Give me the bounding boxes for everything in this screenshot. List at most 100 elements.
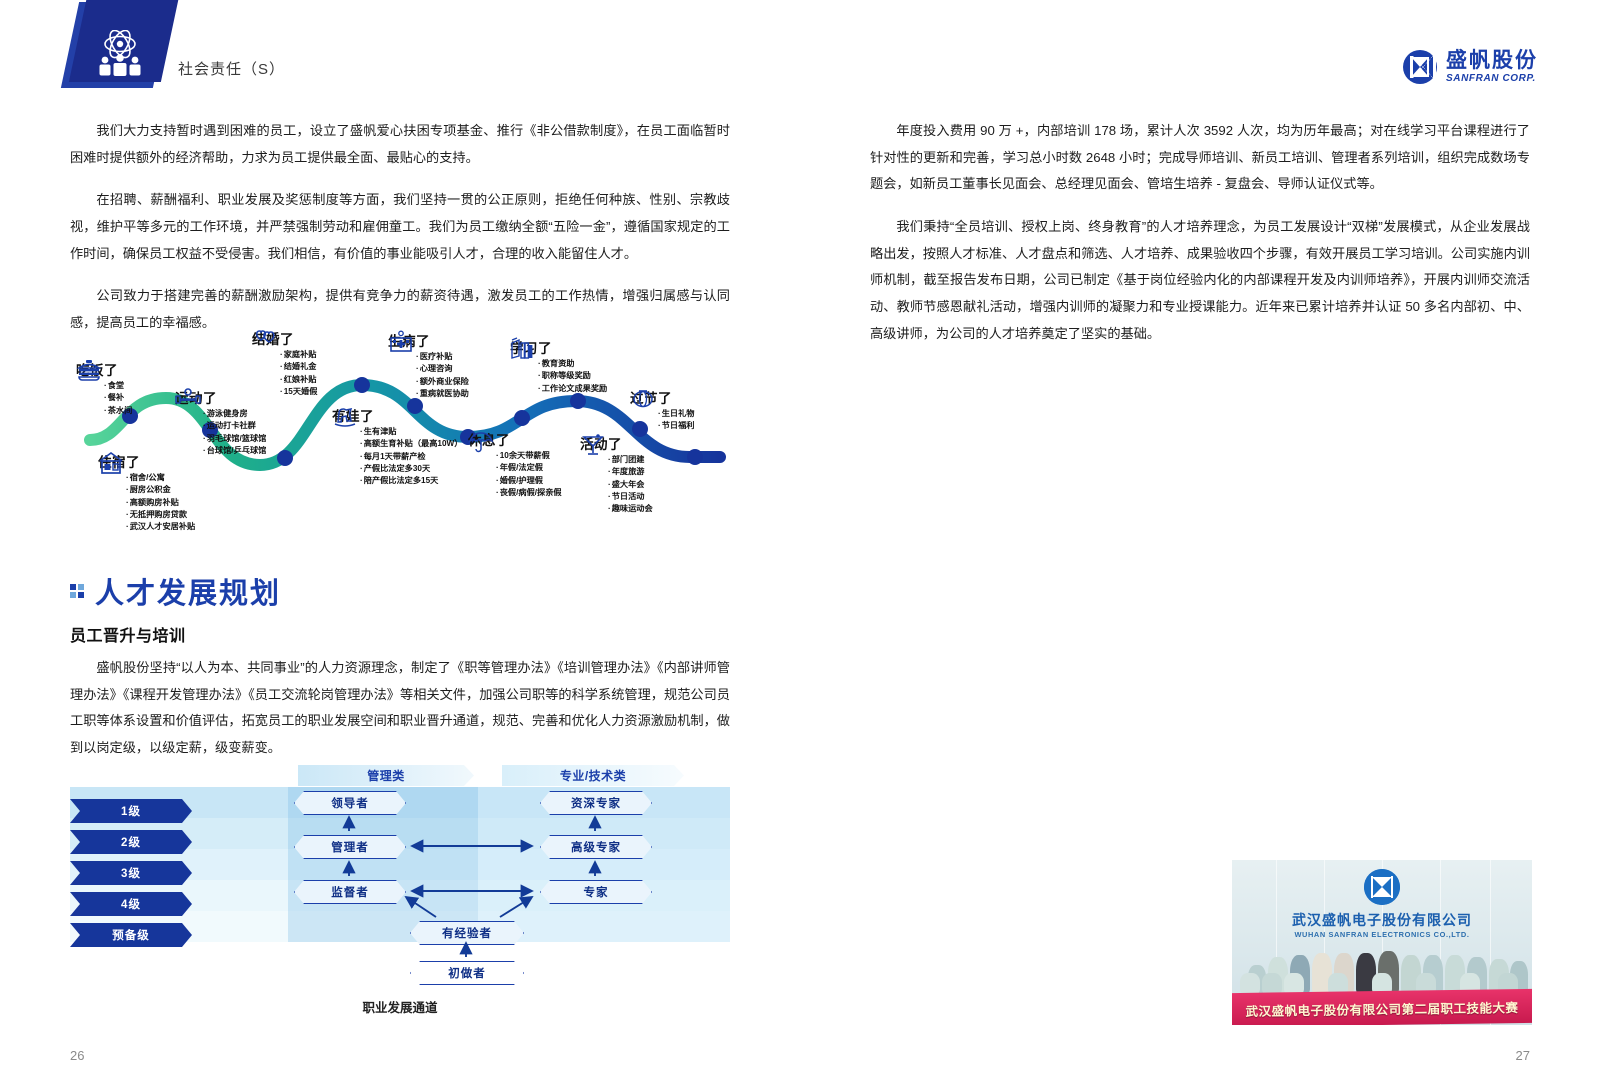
level-chip: 预备级 — [70, 923, 192, 947]
benefit-item: 额外商业保险 — [416, 376, 469, 388]
benefit-node: 结婚了 家庭补贴 结婚礼金 红娘补贴 15天婚假 — [252, 328, 317, 398]
benefit-node: 休息了 10余天带薪假 年假/法定假 婚假/护理假 丧假/病假/探亲假 — [468, 429, 562, 499]
role-leader[interactable]: 领导者 — [294, 791, 406, 815]
benefit-item: 职称等级奖励 — [538, 370, 607, 382]
benefit-node: 吃饭了 食堂 餐补 茶水间 — [76, 359, 132, 417]
role-advanced-expert[interactable]: 高级专家 — [540, 835, 652, 859]
right-page: 盛帆股份 SANFRAN CORP. 年度投入费用 90 万 +，内部培训 17… — [800, 0, 1600, 1085]
benefit-node: 学习了 教育资助 职称等级奖励 工作论文成果奖励 — [510, 337, 607, 395]
benefit-item: 15天婚假 — [280, 386, 318, 398]
column-header-technical: 专业/技术类 — [502, 765, 684, 786]
benefit-item: 生有津贴 — [360, 426, 462, 438]
photo-people — [1232, 933, 1532, 995]
benefit-node: 过节了 生日礼物 节日福利 — [630, 387, 695, 433]
paragraph: 在招聘、薪酬福利、职业发展及奖惩制度等方面，我们坚持一贯的公正原则，拒绝任何种族… — [70, 192, 730, 261]
section-title: 人才发展规划 — [95, 578, 282, 610]
benefit-item: 10余天带薪假 — [496, 450, 562, 462]
benefit-item: 高额生育补贴（最高10W） — [360, 438, 463, 450]
logo-company-cn: 盛帆股份 — [1446, 49, 1538, 72]
benefit-item: 年度旅游 — [608, 466, 653, 478]
role-senior-expert[interactable]: 资深专家 — [540, 791, 652, 815]
page-number-right: 27 — [1515, 1048, 1530, 1063]
benefit-item: 厨房公积金 — [126, 484, 195, 496]
hospital-icon — [390, 330, 412, 352]
benefit-item: 心理咨询 — [416, 363, 469, 375]
benefit-items: 教育资助 职称等级奖励 工作论文成果奖励 — [538, 358, 608, 395]
section-heading: 人才发展规划 — [70, 570, 281, 612]
sanfran-logo-mark — [1403, 50, 1437, 84]
umbrella-icon — [468, 432, 494, 453]
training-stats-text: 年度投入费用 90 万 +，内部培训 178 场，累计人次 3592 人次，均为… — [870, 118, 1530, 363]
benefit-node: 有娃了 生有津贴 高额生育补贴（最高10W） 每月1天带薪产检 产假比法定多30… — [332, 405, 462, 487]
benefit-items: 医疗补贴 心理咨询 额外商业保险 重病就医协助 — [416, 351, 469, 400]
logo-company-en: SANFRAN CORP. — [1446, 73, 1536, 84]
subsection-title: 员工晋升与培训 — [70, 628, 186, 645]
career-ladder-figure: 管理类 专业/技术类 1级 2级 3级 4级 预备级 领导者 管理者 监督者 资… — [70, 765, 730, 1015]
role-supervisor[interactable]: 监督者 — [294, 880, 406, 904]
people-network-icon — [99, 30, 141, 76]
benefit-item: 医疗补贴 — [416, 351, 469, 363]
photo-logo-mark — [1364, 869, 1400, 905]
page-number-left: 26 — [70, 1048, 85, 1063]
benefit-item: 游泳健身房 — [203, 408, 266, 420]
benefit-item: 婚假/护理假 — [496, 475, 562, 487]
benefit-title: 有娃了 — [332, 409, 374, 424]
level-chip: 4级 — [70, 892, 192, 916]
benefit-item: 年假/法定假 — [496, 462, 562, 474]
benefit-item: 节日福利 — [658, 420, 695, 432]
cocktail-icon — [582, 434, 604, 455]
benefit-item: 每月1天带薪产检 — [360, 451, 462, 463]
benefit-node: 活动了 部门团建 年度旅游 盛大年会 节日活动 趣味运动会 — [580, 433, 653, 515]
role-beginner[interactable]: 初做者 — [410, 961, 524, 985]
level-chip: 3级 — [70, 861, 192, 885]
benefit-item: 结婚礼金 — [280, 361, 317, 373]
benefit-items: 宿舍/公寓 厨房公积金 高额购房补贴 无抵押购房贷款 武汉人才安居补贴 — [126, 472, 196, 533]
benefit-node: 运动了 游泳健身房 运动打卡社群 羽毛球馆/篮球馆 台球馆/乒乓球馆 — [175, 387, 266, 457]
figure-caption: 职业发展通道 — [362, 1001, 438, 1015]
benefit-item: 食堂 — [104, 380, 132, 392]
benefit-item: 无抵押购房贷款 — [126, 509, 195, 521]
rocking-horse-icon — [334, 407, 356, 427]
burger-icon — [76, 360, 102, 381]
employee-benefits-journey: 吃饭了 食堂 餐补 茶水间 住宿了 — [70, 325, 730, 540]
role-expert[interactable]: 专家 — [540, 880, 652, 904]
header-section-label: 社会责任（S） — [178, 61, 286, 78]
benefit-item: 红娘补贴 — [280, 374, 317, 386]
benefit-item: 羽毛球馆/篮球馆 — [203, 433, 267, 445]
benefit-item: 宿舍/公寓 — [126, 472, 195, 484]
house-icon — [99, 451, 123, 474]
paragraph: 年度投入费用 90 万 +，内部培训 178 场，累计人次 3592 人次，均为… — [870, 123, 1530, 192]
column-header-management: 管理类 — [298, 765, 474, 786]
paragraph: 我们大力支持暂时遇到困难的员工，设立了盛帆爱心扶困专项基金、推行《非公借款制度》… — [70, 123, 730, 165]
benefit-items: 生日礼物 节日福利 — [658, 408, 695, 433]
benefit-item: 武汉人才安居补贴 — [126, 521, 196, 533]
group-photo: 武汉盛帆电子股份有限公司 WUHAN SANFRAN ELECTRONICS C… — [1232, 860, 1532, 1025]
photo-banner: 武汉盛帆电子股份有限公司第二届职工技能大赛 — [1232, 988, 1532, 1025]
role-manager[interactable]: 管理者 — [294, 835, 406, 859]
benefit-item: 台球馆/乒乓球馆 — [203, 445, 267, 457]
benefit-node: 住宿了 宿舍/公寓 厨房公积金 高额购房补贴 无抵押购房贷款 武汉人才安居补贴 — [98, 451, 195, 533]
paragraph: 我们秉持“全员培训、授权上岗、终身教育”的人才培养理念，为员工发展设计“双梯”发… — [870, 218, 1530, 341]
benefit-items: 10余天带薪假 年假/法定假 婚假/护理假 丧假/病假/探亲假 — [496, 450, 562, 499]
left-page: 社会责任（S） 我们大力支持暂时遇到困难的员工，设立了盛帆爱心扶困专项基金、推行… — [0, 0, 800, 1085]
photo-banner-text: 武汉盛帆电子股份有限公司第二届职工技能大赛 — [1245, 1000, 1519, 1019]
benefit-item: 重病就医协助 — [416, 388, 469, 400]
benefit-item: 茶水间 — [104, 405, 133, 417]
level-chip: 2级 — [70, 830, 192, 854]
benefit-item: 产假比法定多30天 — [360, 463, 462, 475]
benefit-title: 活动了 — [580, 437, 622, 452]
benefit-item: 部门团建 — [608, 454, 653, 466]
role-experienced[interactable]: 有经验者 — [410, 921, 524, 945]
paragraph: 盛帆股份坚持“以人为本、共同事业”的人力资源理念，制定了《职等管理办法》《培训管… — [70, 660, 730, 755]
hearts-icon — [255, 330, 275, 343]
paragraph: 公司致力于搭建完善的薪酬激励架构，提供有竞争力的薪资待遇，激发员工的工作热情，增… — [70, 288, 730, 330]
benefit-item: 盛大年会 — [608, 479, 653, 491]
benefit-items: 游泳健身房 运动打卡社群 羽毛球馆/篮球馆 台球馆/乒乓球馆 — [203, 408, 267, 457]
benefit-item: 运动打卡社群 — [203, 420, 266, 432]
level-chip: 1级 — [70, 799, 192, 823]
benefit-item: 家庭补贴 — [280, 349, 317, 361]
left-intro-text: 我们大力支持暂时遇到困难的员工，设立了盛帆爱心扶困专项基金、推行《非公借款制度》… — [70, 118, 730, 353]
benefit-items: 生有津贴 高额生育补贴（最高10W） 每月1天带薪产检 产假比法定多30天 陪产… — [360, 426, 463, 487]
benefit-item: 生日礼物 — [658, 408, 695, 420]
